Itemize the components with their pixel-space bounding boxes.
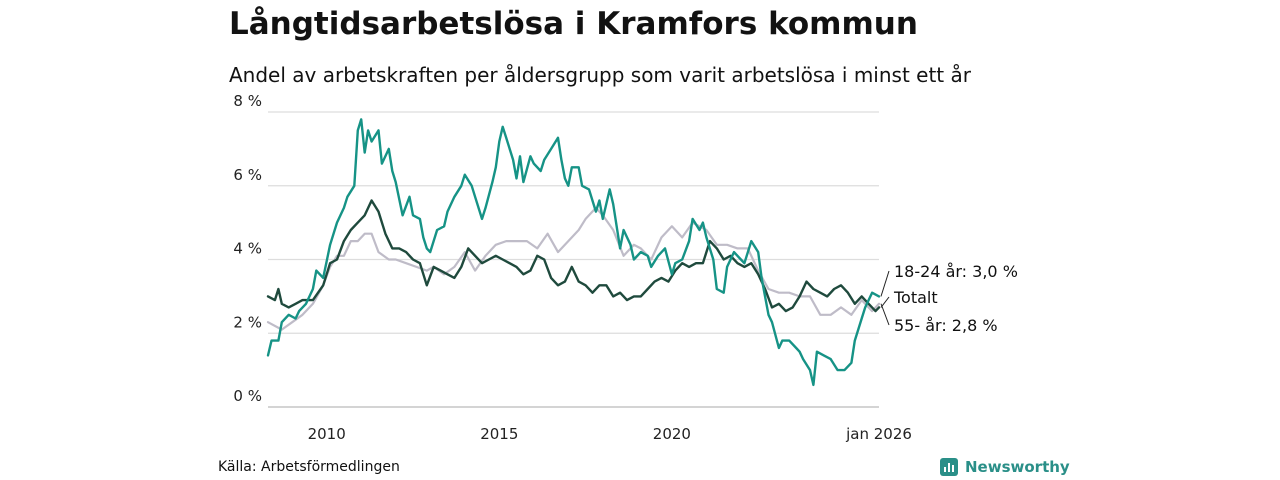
x-tick-label: 2010: [308, 425, 346, 443]
x-tick-label: jan 2026: [845, 425, 912, 443]
y-tick-label: 0 %: [233, 387, 262, 405]
end-label-total: Totalt: [893, 288, 938, 307]
y-tick-label: 6 %: [233, 166, 262, 184]
chart-title: Långtidsarbetslösa i Kramfors kommun: [229, 6, 918, 42]
source-note: Källa: Arbetsförmedlingen: [218, 459, 400, 475]
x-tick-label: 2015: [480, 425, 518, 443]
end-label-leader: [880, 303, 890, 326]
end-label-old: 55- år: 2,8 %: [894, 316, 998, 335]
y-tick-label: 2 %: [233, 313, 262, 331]
end-label-leader: [880, 296, 890, 308]
brand-logo[interactable]: Newsworthy: [939, 457, 1070, 477]
brand-name: Newsworthy: [965, 458, 1070, 476]
y-tick-label: 4 %: [233, 240, 262, 258]
newsworthy-logo-icon: [940, 458, 958, 476]
series-line-old: [266, 206, 881, 331]
y-tick-label: 8 %: [233, 92, 262, 110]
x-tick-label: 2020: [653, 425, 691, 443]
end-label-leader: [880, 270, 890, 297]
chart-subtitle: Andel av arbetskraften per åldersgrupp s…: [229, 63, 971, 87]
series-line-young: [266, 118, 881, 387]
series-line-total: [266, 199, 881, 313]
end-label-young: 18-24 år: 3,0 %: [894, 262, 1018, 281]
